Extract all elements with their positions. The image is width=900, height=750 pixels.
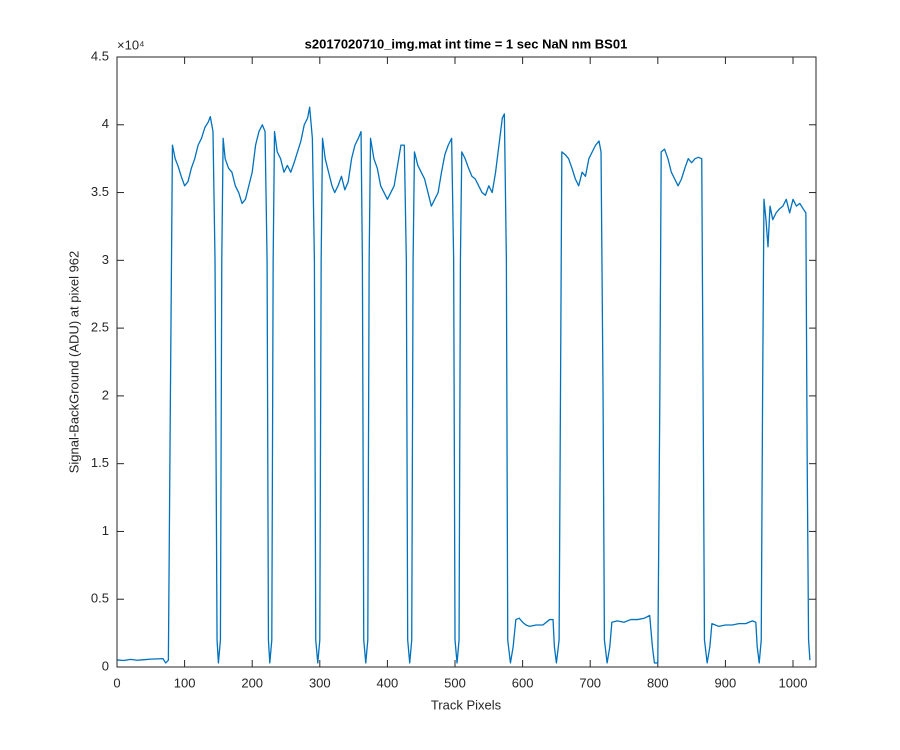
x-tick-label: 100	[174, 675, 196, 690]
y-tick-label: 4.5	[91, 48, 109, 63]
y-tick-label: 4	[102, 116, 109, 131]
x-axis-label: Track Pixels	[431, 697, 502, 712]
x-tick-label: 900	[715, 675, 737, 690]
y-exponent: ×10⁴	[117, 37, 145, 52]
data-line	[116, 106, 811, 664]
y-axis-label: Signal-BackGround (ADU) at pixel 962	[66, 251, 81, 474]
y-tick-label: 2	[102, 387, 109, 402]
y-tick-label: 0.5	[91, 591, 109, 606]
y-tick-label: 3	[102, 252, 109, 267]
x-tick-label: 800	[647, 675, 669, 690]
x-tick-label: 500	[444, 675, 466, 690]
x-tick-label: 1000	[779, 675, 808, 690]
chart-title: s2017020710_img.mat int time = 1 sec NaN…	[305, 36, 628, 51]
x-tick-label: 700	[579, 675, 601, 690]
x-tick-label: 300	[309, 675, 331, 690]
x-tick-label: 200	[241, 675, 263, 690]
y-tick-label: 1	[102, 523, 109, 538]
plot-frame	[116, 56, 817, 668]
y-tick-label: 3.5	[91, 184, 109, 199]
x-tick-label: 0	[113, 675, 120, 690]
x-tick-label: 600	[512, 675, 534, 690]
x-tick-label: 400	[377, 675, 399, 690]
y-tick-label: 2.5	[91, 320, 109, 335]
y-tick-label: 0	[102, 658, 109, 673]
y-tick-label: 1.5	[91, 455, 109, 470]
